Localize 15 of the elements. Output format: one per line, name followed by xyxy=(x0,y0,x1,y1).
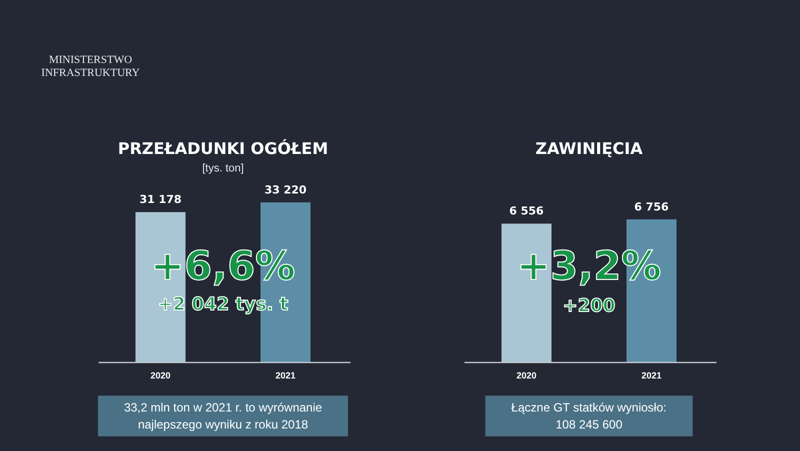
x-tick-label: 2020 xyxy=(150,370,171,380)
text: 33,2 mln ton w 2021 r. to wyrównanie najlepszego wyniku z roku 2018 xyxy=(124,400,322,432)
chart-title: ZAWINIĘCIA xyxy=(535,139,644,158)
x-tick-label: 2021 xyxy=(275,370,296,380)
data-label: 6 556 xyxy=(509,204,544,218)
data-label: 33 220 xyxy=(264,183,307,196)
data-label: 6 756 xyxy=(634,200,670,214)
text: MINISTERSTWO INFRASTRUKTURY xyxy=(41,54,140,80)
text: Łączne GT statków wyniosło: 108 245 600 xyxy=(511,400,666,432)
annotation: +200 xyxy=(562,296,616,316)
chart-subtitle: [tys. ton] xyxy=(202,162,244,174)
chart-title: PRZEŁADUNKI OGÓŁEM xyxy=(118,139,328,158)
data-label: 31 178 xyxy=(139,193,182,206)
x-tick-label: 2020 xyxy=(516,370,537,380)
x-tick-label: 2021 xyxy=(641,370,662,380)
